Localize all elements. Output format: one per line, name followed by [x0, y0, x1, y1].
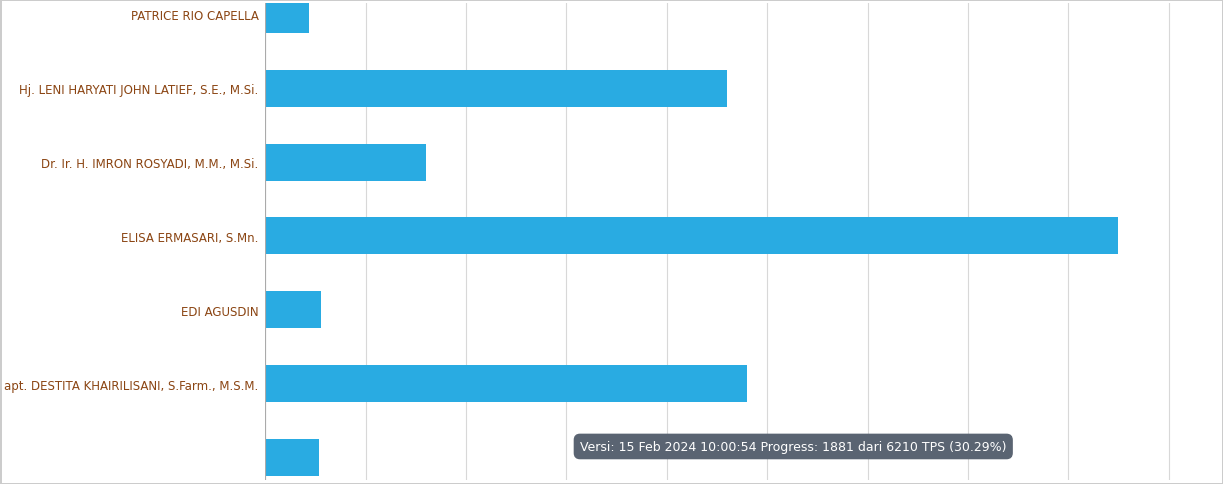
Bar: [265, 292, 320, 329]
Text: Versi: 15 Feb 2024 10:00:54 Progress: 1881 dari 6210 TPS (30.29%): Versi: 15 Feb 2024 10:00:54 Progress: 18…: [580, 440, 1007, 453]
Bar: [265, 71, 726, 107]
Bar: [265, 144, 426, 181]
Bar: [265, 439, 318, 476]
Bar: [265, 365, 747, 402]
Bar: [265, 218, 1119, 255]
Bar: [265, 0, 308, 34]
